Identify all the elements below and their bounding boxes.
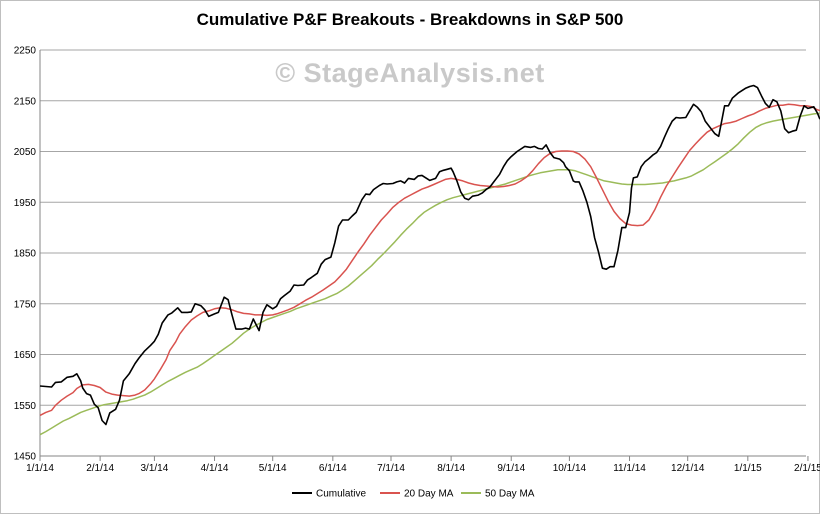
y-tick-label: 2050 [14,147,37,158]
chart-title: Cumulative P&F Breakouts - Breakdowns in… [196,10,624,29]
y-tick-label: 1850 [14,249,37,260]
y-tick-label: 2150 [14,96,37,107]
x-tick-label: 2/1/14 [86,463,114,474]
series-line-20-day-ma [39,103,820,417]
x-tick-label: 1/1/15 [734,463,762,474]
x-tick-label: 10/1/14 [553,463,587,474]
legend: Cumulative 20 Day MA 50 Day MA [292,489,535,500]
legend-label: 50 Day MA [485,489,535,500]
series-line-cumulative [39,84,820,426]
x-tick-label: 6/1/14 [319,463,347,474]
y-tick-label: 2250 [14,46,37,57]
x-tick-label: 8/1/14 [437,463,465,474]
series-line-50-day-ma [39,112,820,436]
y-tick-label: 1450 [14,452,37,463]
x-tick-label: 1/1/14 [26,463,54,474]
x-tick-label: 3/1/14 [141,463,169,474]
x-tick-label: 7/1/14 [377,463,405,474]
x-tick-labels: 1/1/14 2/1/14 3/1/14 4/1/14 5/1/14 6/1/14 7/1/… [26,463,820,474]
x-tick-label: 11/1/14 [613,463,646,474]
series-lines [39,84,820,436]
gridlines [40,49,806,406]
y-tick-label: 1950 [14,198,37,209]
y-tick-label: 1750 [14,299,37,310]
watermark: © StageAnalysis.net [275,58,545,88]
axes [39,50,809,461]
y-tick-labels: 1450 1550 1650 1750 1850 1950 2050 2150 2250 [14,46,37,463]
y-tick-label: 1550 [14,401,37,412]
x-tick-label: 5/1/14 [259,463,287,474]
y-tick-label: 1650 [14,350,37,361]
x-tick-label: 2/1/15 [794,463,820,474]
x-tick-label: 9/1/14 [497,463,525,474]
x-tick-label: 12/1/14 [671,463,705,474]
legend-label: Cumulative [316,489,366,500]
legend-label: 20 Day MA [404,489,454,500]
x-tick-label: 4/1/14 [201,463,229,474]
